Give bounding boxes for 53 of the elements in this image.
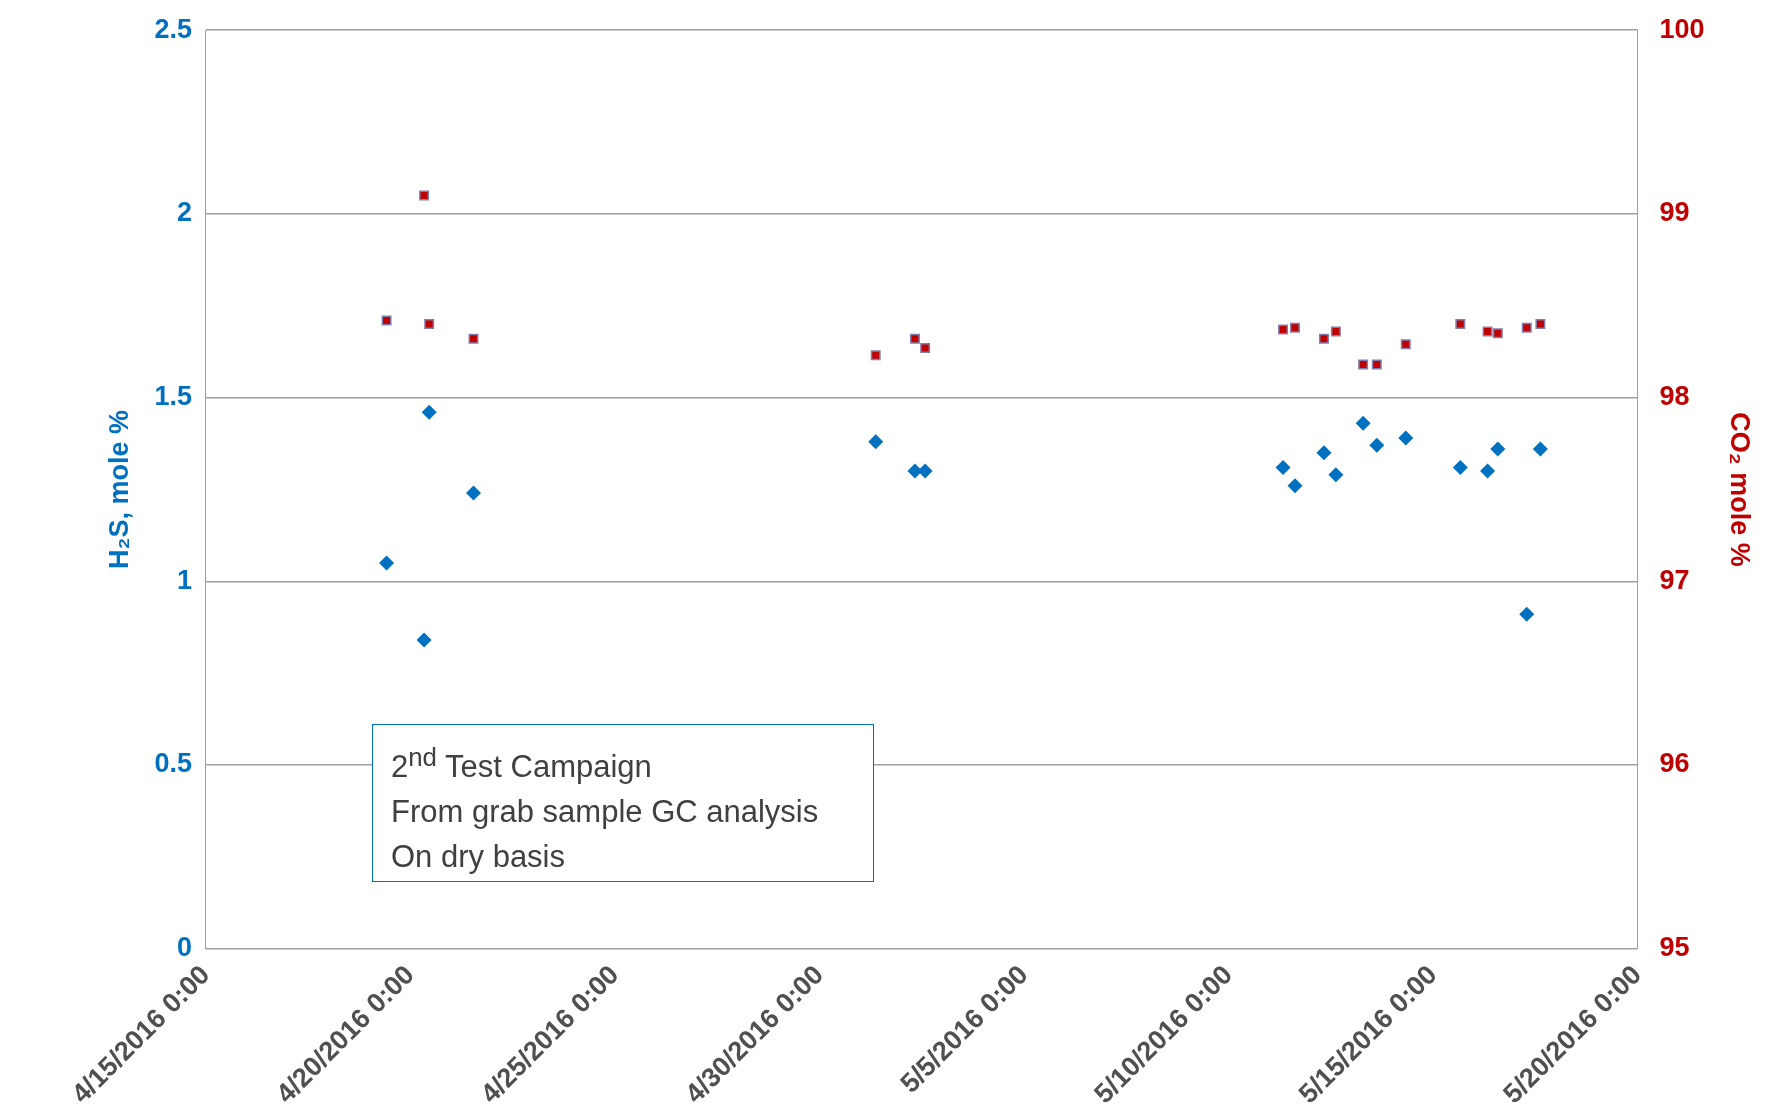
point [1316, 445, 1332, 461]
point [1371, 359, 1382, 370]
point [1482, 326, 1493, 337]
y2-tick-label: 95 [1659, 932, 1690, 963]
y2-tick-label: 100 [1659, 13, 1705, 44]
point [1532, 441, 1548, 457]
point [1400, 339, 1411, 350]
point [1355, 415, 1371, 431]
point [1289, 322, 1300, 333]
y-tick-label: 1 [176, 564, 192, 595]
point [419, 190, 430, 201]
y2-tick-label: 99 [1659, 197, 1690, 228]
point [424, 319, 435, 330]
y2-axis-title: CO₂ mole % [1725, 412, 1756, 567]
annotation: 2$^{nd}$ Test Campaign [391, 742, 653, 787]
annotation: From grab sample GC analysis [391, 793, 820, 832]
point [1369, 437, 1385, 453]
point [868, 434, 884, 450]
point [468, 333, 479, 344]
point [1452, 459, 1468, 475]
point [1455, 319, 1466, 330]
point [466, 485, 482, 501]
y-tick-label: 2.5 [154, 13, 192, 44]
point [1519, 606, 1535, 622]
y-tick-label: 2 [176, 197, 192, 228]
y2-tick-label: 97 [1659, 564, 1690, 595]
point [421, 404, 437, 420]
point [379, 555, 395, 571]
point [870, 350, 881, 361]
y-tick-label: 0.5 [154, 748, 192, 779]
y-tick-label: 0 [176, 932, 192, 963]
point [416, 632, 432, 648]
point [1328, 467, 1344, 483]
point [1480, 463, 1496, 479]
point [1492, 328, 1503, 339]
point [920, 342, 931, 353]
point [909, 333, 920, 344]
point [1287, 478, 1303, 494]
point [1490, 441, 1506, 457]
y2-tick-label: 96 [1659, 748, 1690, 779]
point [1398, 430, 1414, 446]
y-tick-label: 1.5 [154, 381, 192, 412]
point [1330, 326, 1341, 337]
annotation: On dry basis [391, 838, 566, 877]
point [1275, 459, 1291, 475]
point [1318, 333, 1329, 344]
point [1535, 319, 1546, 330]
y2-tick-label: 98 [1659, 381, 1690, 412]
point [381, 315, 392, 326]
y-axis-title: H₂S, mole % [103, 409, 134, 569]
point [1358, 359, 1369, 370]
point [1278, 324, 1289, 335]
point [1521, 322, 1532, 333]
